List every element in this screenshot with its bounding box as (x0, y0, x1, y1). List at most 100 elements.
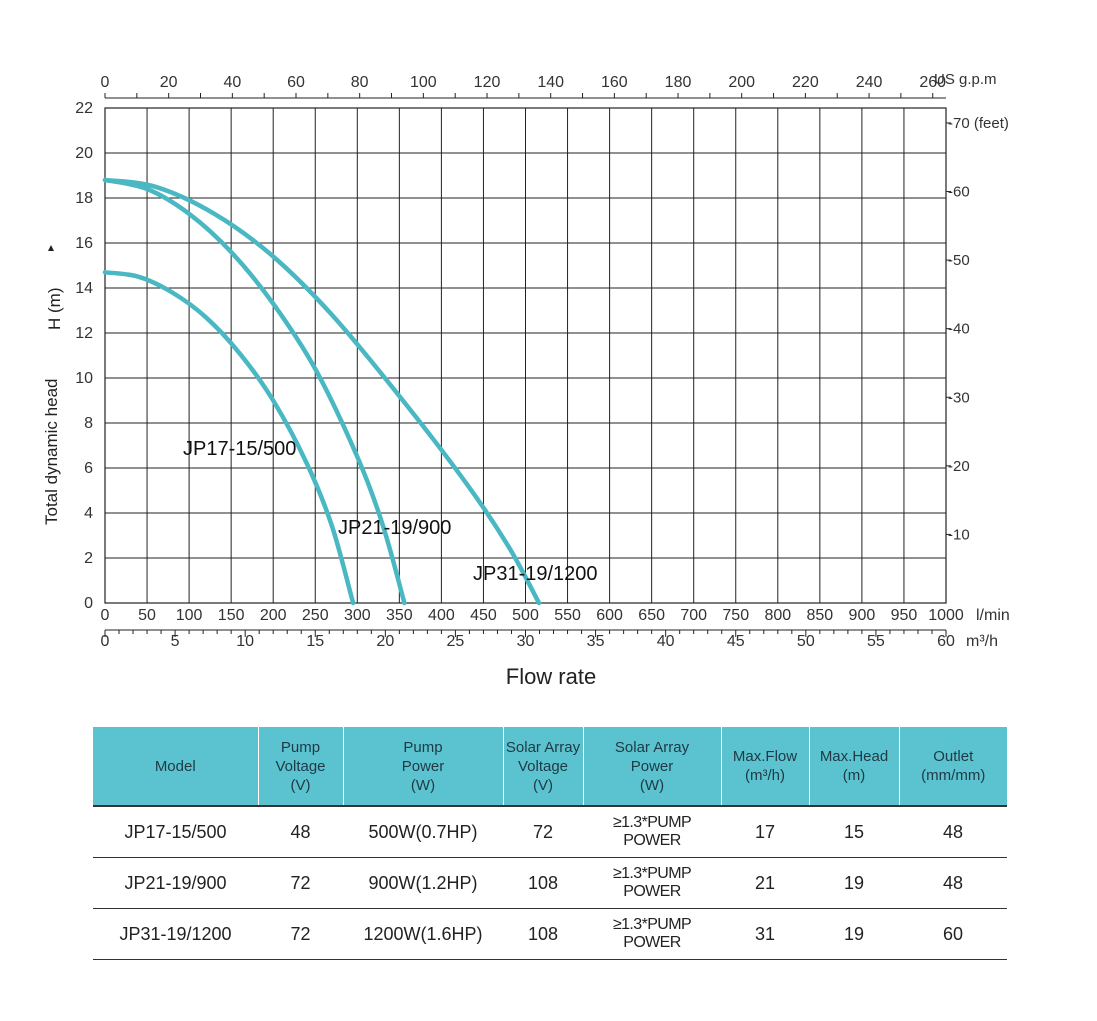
m3h-tick-label: 30 (517, 633, 535, 650)
header-text: Pump (403, 738, 443, 756)
table-cell: 72 (258, 908, 343, 960)
gpm-tick-label: 180 (665, 74, 692, 91)
m3h-tick-label: 25 (447, 633, 465, 650)
table-header-cell: Pump Voltage (V) (257, 727, 343, 807)
header-text: Outlet (933, 748, 974, 765)
table-cell: 19 (809, 908, 899, 960)
table-header-cell: Solar Array Voltage (V) (502, 727, 583, 807)
table-row: JP21-19/900 72 900W(1.2HP) 108 ≥1.3*PUMP POW… (93, 857, 1007, 909)
gpm-tick-label: 40 (223, 74, 241, 91)
m3h-tick-label: 60 (937, 633, 955, 650)
lmin-tick-label: 750 (722, 607, 749, 624)
header-text: (V) (290, 776, 311, 794)
lmin-tick-label: 700 (680, 607, 707, 624)
gpm-tick-label: 80 (351, 74, 369, 91)
curve-jp17-15-500 (102, 270, 356, 606)
y-tick-label: 2 (84, 550, 93, 567)
gpm-tick-label: 140 (537, 74, 564, 91)
y-tick-label: 20 (75, 145, 93, 162)
y-tick-label: 4 (84, 505, 93, 522)
gpm-tick-label: 160 (601, 74, 628, 91)
gpm-tick-label: 200 (728, 74, 755, 91)
m3h-tick-label: 10 (236, 633, 254, 650)
table-cell: JP21-19/900 (93, 857, 258, 909)
table-header-cell: Solar Array Power (W) (582, 727, 721, 807)
table-header-cell: Outlet (mm/mm) (898, 727, 1007, 807)
lmin-tick-label: 850 (806, 607, 833, 624)
y-tick-label: 0 (84, 595, 93, 612)
gpm-tick-label: 0 (101, 74, 110, 91)
table-cell: 108 (503, 857, 583, 909)
table-cell: JP17-15/500 (93, 806, 258, 858)
header-text: (mm/mm) (921, 767, 986, 784)
table-cell: 48 (258, 806, 343, 858)
y-tick-label: 22 (75, 100, 93, 117)
table-header-cell: Pump Power (W) (342, 727, 503, 807)
header-text: Solar Array (614, 738, 690, 756)
header-text: Max.Head (819, 748, 889, 765)
feet-tick-label: -10 (948, 526, 970, 543)
m3h-tick-label: 0 (101, 633, 110, 650)
lmin-tick-label: 50 (138, 607, 156, 624)
feet-tick-label: -60 (948, 184, 970, 201)
lmin-tick-label: 550 (554, 607, 581, 624)
header-text: Voltage (275, 757, 326, 775)
gpm-tick-label: 60 (287, 74, 305, 91)
table-cell: 19 (809, 857, 899, 909)
gpm-tick-label: 240 (856, 74, 883, 91)
m3h-tick-label: 50 (797, 633, 815, 650)
table-cell: 17 (721, 806, 809, 858)
table-cell: 72 (503, 806, 583, 858)
y-axis-arrow-icon (48, 245, 54, 251)
curve-jp21-19-900 (102, 177, 407, 606)
lmin-tick-label: 800 (764, 607, 791, 624)
header-text: Power (630, 757, 674, 775)
y-tick-label: 16 (75, 235, 93, 252)
lmin-tick-label: 650 (638, 607, 665, 624)
table-header-cell: Max.Head (m) (808, 727, 899, 807)
feet-tick-label: -20 (948, 458, 970, 475)
header-text: Voltage (517, 757, 569, 775)
gpm-tick-label: 220 (792, 74, 819, 91)
header-text: (m) (842, 767, 866, 784)
lmin-tick-label: 0 (101, 607, 110, 624)
table-cell: 108 (503, 908, 583, 960)
lmin-tick-label: 900 (849, 607, 876, 624)
lmin-tick-label: 1000 (928, 607, 964, 624)
gpm-tick-label: 260 (919, 74, 946, 91)
y-axis-title: Total dynamic head (42, 379, 61, 525)
feet-tick-label: -70 (feet) (948, 115, 1009, 132)
table-cell: 48 (899, 806, 1007, 858)
table-header-cell: Max.Flow (m³/h) (720, 727, 809, 807)
header-text: Solar Array (505, 738, 581, 756)
feet-tick-label: -50 (948, 252, 970, 269)
table-cell: ≥1.3*PUMP POWER (583, 857, 721, 909)
pump-spec-table: Model Pump Voltage (V) Pump Power (W) Solar Arr… (93, 727, 1007, 960)
table-cell: ≥1.3*PUMP POWER (583, 806, 721, 858)
lmin-tick-label: 200 (260, 607, 287, 624)
table-header-cell: Model (93, 727, 258, 807)
table-cell: 1200W(1.6HP) (343, 908, 503, 960)
header-text: (W) (639, 776, 665, 794)
lmin-tick-label: 150 (218, 607, 245, 624)
feet-tick-label: -30 (948, 389, 970, 406)
header-text: (V) (533, 776, 553, 794)
lmin-tick-label: 500 (512, 607, 539, 624)
gpm-tick-label: 100 (410, 74, 437, 91)
y-tick-label: 6 (84, 460, 93, 477)
lmin-tick-label: 250 (302, 607, 329, 624)
header-text: (W) (410, 776, 436, 794)
curve-label: JP31-19/1200 (473, 563, 598, 585)
gpm-tick-label: 20 (160, 74, 178, 91)
table-cell: 15 (809, 806, 899, 858)
header-text: Power (401, 757, 445, 775)
lmin-tick-label: 350 (386, 607, 413, 624)
header-text: (m³/h) (745, 767, 785, 784)
table-cell: 72 (258, 857, 343, 909)
gpm-tick-label: 120 (474, 74, 501, 91)
table-cell: 21 (721, 857, 809, 909)
lmin-tick-label: 950 (891, 607, 918, 624)
m3h-unit-label: m³/h (966, 633, 998, 650)
lmin-unit-label: l/min (976, 607, 1010, 624)
table-cell: 900W(1.2HP) (343, 857, 503, 909)
